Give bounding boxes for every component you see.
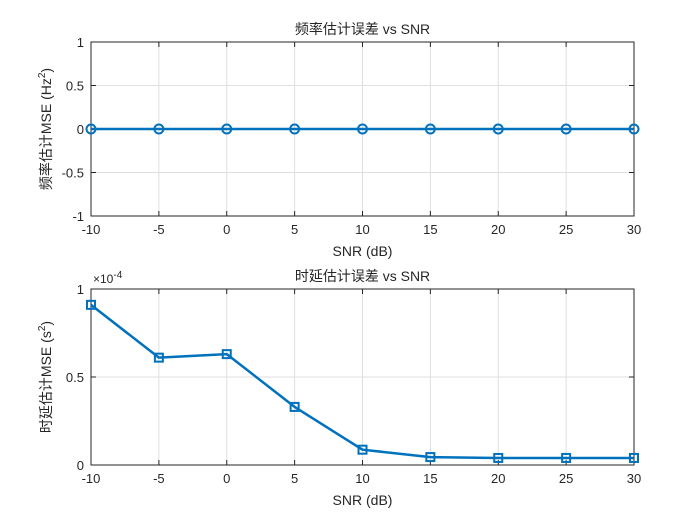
x-tick-label: 10 <box>355 222 369 237</box>
data-point <box>221 123 233 135</box>
y-tick-label: 0 <box>77 458 84 473</box>
y-tick-labels: 00.51 <box>66 282 84 473</box>
y-tick-label: 0 <box>77 122 84 137</box>
series-line <box>85 123 640 135</box>
series-line-path <box>90 303 634 460</box>
y-axis-label-sup: 2 <box>37 325 48 331</box>
y-tick-label: -1 <box>72 209 84 224</box>
data-point <box>628 123 640 135</box>
y-tick-label: 1 <box>77 35 84 50</box>
x-tick-labels: -10 -5 0 5 10 15 20 25 30 <box>82 222 642 237</box>
x-tick-label: 25 <box>559 471 573 486</box>
x-tick-label: 0 <box>223 222 230 237</box>
y-axis-label-main: 频率估计MSE (Hz <box>38 78 54 190</box>
data-point <box>85 123 97 135</box>
frequency-error-plot: -10 -5 0 5 10 15 20 25 30 -1 -0.5 0 0.5 1 频率估计误差 vs … <box>37 21 641 259</box>
data-point <box>424 123 436 135</box>
series-line <box>86 299 639 463</box>
y-tick-label: 1 <box>77 282 84 297</box>
tick-marks <box>90 288 635 466</box>
x-tick-label: 15 <box>423 222 437 237</box>
data-point <box>492 123 504 135</box>
x-tick-label: 30 <box>627 222 641 237</box>
y-exponent-base: ×10 <box>93 272 114 286</box>
chart-title: 时延估计误差 vs SNR <box>295 268 430 284</box>
data-point <box>560 123 572 135</box>
y-exponent-power: -4 <box>113 270 122 281</box>
data-point <box>493 452 504 463</box>
x-tick-label: 20 <box>491 471 505 486</box>
y-exponent-label: ×10-4 <box>93 270 123 286</box>
data-point <box>221 349 232 360</box>
x-tick-label: 15 <box>423 471 437 486</box>
grid-lines <box>90 288 635 466</box>
data-point <box>153 123 165 135</box>
data-point <box>629 452 639 463</box>
data-point <box>289 401 300 412</box>
x-tick-label: 5 <box>291 471 298 486</box>
y-axis-label: 时延估计MSE (s2) <box>37 321 54 433</box>
y-tick-label: 0.5 <box>66 79 84 94</box>
y-axis-label-sup: 2 <box>37 72 48 78</box>
x-tick-label: 5 <box>291 222 298 237</box>
y-axis-label-main: 时延估计MSE (s <box>38 331 54 433</box>
x-tick-label: 10 <box>355 471 369 486</box>
x-tick-label: 20 <box>491 222 505 237</box>
y-tick-label: -0.5 <box>62 166 84 181</box>
y-tick-label: 0.5 <box>66 370 84 385</box>
x-tick-label: 30 <box>627 471 641 486</box>
x-axis-label: SNR (dB) <box>333 243 393 259</box>
delay-error-plot: -10 -5 0 5 10 15 20 25 30 00.51 时延估计误差 vs SNR SN… <box>37 268 641 508</box>
x-axis-label: SNR (dB) <box>333 492 393 508</box>
x-tick-label: -10 <box>82 471 101 486</box>
data-point <box>357 123 368 135</box>
data-point <box>153 352 164 363</box>
y-tick-labels: -1 -0.5 0 0.5 1 <box>62 35 84 224</box>
chart-title: 频率估计误差 vs SNR <box>295 21 430 37</box>
y-axis-label-close: ) <box>38 68 54 73</box>
x-tick-label: 0 <box>223 471 230 486</box>
y-axis-label: 频率估计MSE (Hz2) <box>37 68 54 190</box>
x-tick-label: -10 <box>82 222 101 237</box>
data-point <box>289 123 301 135</box>
y-axis-label-close: ) <box>38 321 54 326</box>
x-tick-label: 25 <box>559 222 573 237</box>
data-point <box>561 452 572 463</box>
data-point <box>425 452 436 463</box>
x-tick-labels: -10 -5 0 5 10 15 20 25 30 <box>82 471 642 486</box>
x-tick-label: -5 <box>153 471 165 486</box>
x-tick-label: -5 <box>153 222 165 237</box>
data-point <box>86 299 96 310</box>
data-point <box>357 444 368 455</box>
